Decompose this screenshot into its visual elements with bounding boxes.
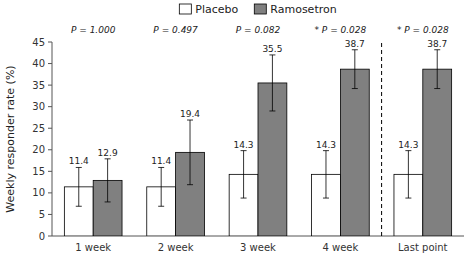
bar: [423, 69, 452, 236]
error-bar: [269, 55, 275, 111]
x-tick-label: 4 week: [322, 242, 358, 253]
x-tick-label: 3 week: [240, 242, 276, 253]
y-tick: [48, 149, 52, 150]
y-tick: [48, 192, 52, 193]
error-bar: [105, 159, 111, 202]
legend-swatch: [254, 4, 266, 14]
data-label: 35.5: [262, 44, 282, 54]
bar: [340, 69, 369, 236]
y-tick-label: 10: [32, 187, 45, 198]
y-axis-label: Weekly responder rate (%): [4, 65, 17, 212]
legend-item: Ramosetron: [254, 3, 336, 16]
y-tick: [48, 171, 52, 172]
error-bar: [76, 167, 82, 206]
y-axis: [52, 42, 53, 236]
divider: [381, 42, 382, 236]
legend: Placebo Ramosetron: [179, 3, 336, 16]
y-tick-label: 0: [39, 231, 45, 242]
y-tick: [48, 85, 52, 86]
data-label: 38.7: [345, 39, 365, 49]
annotation: P = 0.497: [153, 25, 198, 35]
y-tick-label: 45: [32, 37, 45, 48]
y-tick-label: 35: [32, 80, 45, 91]
y-tick-label: 5: [39, 209, 45, 220]
legend-label: Ramosetron: [270, 3, 336, 16]
error-bar: [405, 151, 411, 198]
y-tick: [48, 42, 52, 43]
x-tick-label: 2 week: [158, 242, 194, 253]
legend-item: Placebo: [179, 3, 238, 16]
y-tick-label: 25: [32, 123, 45, 134]
legend-swatch: [179, 4, 191, 14]
data-label: 14.3: [316, 140, 336, 150]
y-tick: [48, 236, 52, 237]
x-tick-label: 1 week: [75, 242, 111, 253]
error-bar: [434, 50, 440, 89]
data-label: 38.7: [427, 39, 447, 49]
y-tick: [48, 106, 52, 107]
x-tick-label: Last point: [398, 242, 448, 253]
data-label: 12.9: [98, 148, 118, 158]
y-tick-label: 30: [32, 101, 45, 112]
error-bar: [323, 151, 329, 198]
data-label: 19.4: [180, 109, 200, 119]
chart: 0 5 10 15 20 25 30 35 40 45 Weekly responder rate …: [0, 0, 474, 266]
y-tick: [48, 63, 52, 64]
error-bar: [352, 50, 358, 89]
annotation: P = 0.082: [236, 25, 281, 35]
data-label: 14.3: [234, 140, 254, 150]
data-label: 14.3: [398, 140, 418, 150]
y-tick: [48, 128, 52, 129]
legend-label: Placebo: [195, 3, 238, 16]
y-tick-label: 40: [32, 58, 45, 69]
bars: [64, 50, 451, 236]
y-tick: [48, 214, 52, 215]
error-bar: [241, 151, 247, 198]
error-bar: [158, 167, 164, 206]
error-bar: [187, 120, 193, 185]
annotation: * P = 0.028: [314, 25, 366, 35]
y-tick-label: 20: [32, 144, 45, 155]
y-tick-label: 15: [32, 166, 45, 177]
annotation: P = 1.000: [71, 25, 116, 35]
data-label: 11.4: [69, 156, 89, 166]
data-label: 11.4: [151, 156, 171, 166]
annotation: * P = 0.028: [397, 25, 449, 35]
